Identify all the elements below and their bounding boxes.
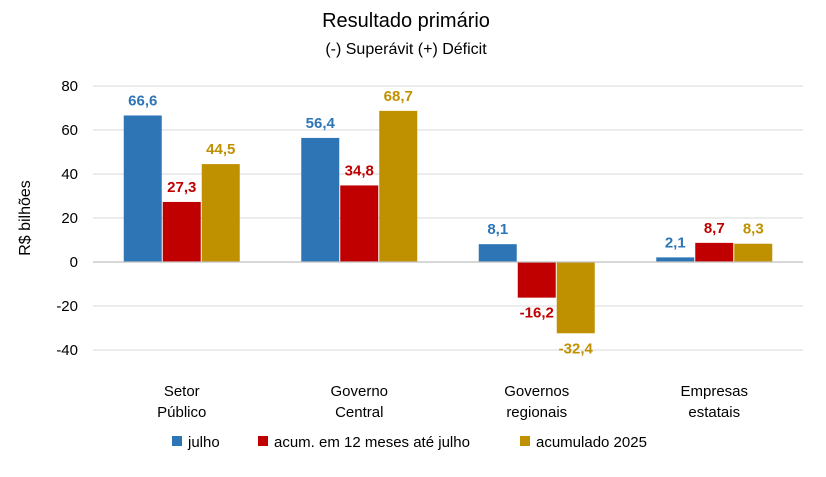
y-tick-label: 0 [70, 254, 78, 271]
bar-3-2 [379, 110, 418, 262]
legend-entry: julho [187, 434, 220, 451]
category-label: estatais [688, 404, 740, 421]
data-label: 44,5 [206, 141, 235, 158]
bar-1-1 [123, 115, 162, 262]
data-label: 66,6 [128, 92, 157, 109]
bar-1-3 [478, 244, 517, 262]
bar-2-1 [162, 201, 201, 262]
data-label: 56,4 [306, 115, 336, 132]
category-label: Público [157, 404, 206, 421]
bar-3-4 [734, 243, 773, 262]
bar-2-3 [517, 262, 556, 298]
chart-subtitle: (-) Superávit (+) Déficit [325, 41, 487, 58]
category-label: Empresas [680, 383, 748, 400]
category-label: regionais [506, 404, 567, 421]
legend: julho acum. em 12 meses até julho acumulad… [172, 434, 647, 451]
bars [123, 110, 773, 334]
data-label: 34,8 [345, 162, 374, 179]
legend-entry: acumulado 2025 [536, 434, 647, 451]
data-label: 8,3 [743, 221, 764, 238]
axes: 80 60 40 20 0 -20 -40 Setor Público Governo Centra… [56, 78, 803, 421]
data-label: 2,1 [665, 234, 686, 251]
legend-swatch [258, 436, 268, 446]
y-tick-label: 20 [61, 210, 78, 227]
category-label: Setor [164, 383, 200, 400]
bar-2-2 [340, 185, 379, 262]
bar-1-2 [301, 137, 340, 262]
category-label: Governo [330, 383, 388, 400]
y-tick-label: -20 [56, 298, 78, 315]
bar-1-4 [656, 257, 695, 262]
data-label: 27,3 [167, 179, 196, 196]
y-axis-label: R$ bilhões [17, 180, 34, 256]
chart-title: Resultado primário [322, 10, 490, 32]
data-label: -16,2 [520, 305, 554, 322]
data-labels: 66,6 27,3 44,5 56,4 34,8 68,7 8,1 -16,2 -32,4 2,1… [128, 88, 764, 357]
legend-entry: acum. em 12 meses até julho [274, 434, 470, 451]
bar-3-3 [556, 262, 595, 334]
data-label: 68,7 [384, 88, 413, 105]
category-label: Governos [504, 383, 569, 400]
y-tick-label: -40 [56, 342, 78, 359]
y-tick-label: 80 [61, 78, 78, 95]
bar-3-1 [201, 164, 240, 262]
category-label: Central [335, 404, 383, 421]
y-tick-label: 60 [61, 122, 78, 139]
data-label: 8,7 [704, 220, 725, 237]
data-label: -32,4 [559, 340, 594, 357]
data-label: 8,1 [487, 221, 508, 238]
legend-swatch [172, 436, 182, 446]
bar-2-4 [695, 242, 734, 262]
legend-swatch [520, 436, 530, 446]
y-tick-label: 40 [61, 166, 78, 183]
